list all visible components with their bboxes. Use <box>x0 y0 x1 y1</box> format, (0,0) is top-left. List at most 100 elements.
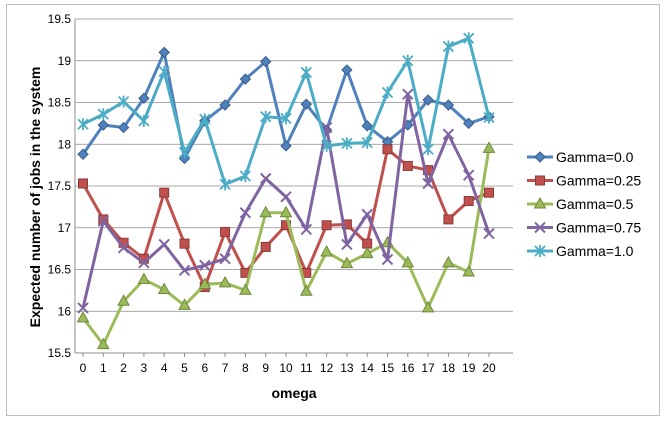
data-point <box>320 244 333 257</box>
data-point <box>341 64 353 76</box>
legend-item: Gamma=0.25 <box>527 173 641 189</box>
data-point <box>199 259 211 272</box>
data-point <box>138 257 150 269</box>
data-point <box>442 40 455 53</box>
data-point <box>259 205 273 218</box>
x-tick-label: 18 <box>442 361 456 375</box>
legend-item: Gamma=0.0 <box>527 149 634 165</box>
x-tick-label: 5 <box>181 361 188 375</box>
y-axis-label: Expected number of jobs in the system <box>27 67 43 328</box>
data-point <box>77 118 89 131</box>
data-point <box>421 300 435 313</box>
data-point <box>462 117 475 130</box>
data-point <box>401 255 415 268</box>
data-point <box>97 215 110 227</box>
legend-label: Gamma=0.75 <box>556 220 641 236</box>
x-tick-label: 20 <box>482 361 496 375</box>
data-point <box>361 208 373 221</box>
x-tick-label: 6 <box>201 361 208 375</box>
x-tick-label: 15 <box>381 361 395 375</box>
data-point <box>77 148 89 160</box>
data-point <box>117 95 130 108</box>
data-point <box>239 207 252 219</box>
legend-item: Gamma=0.75 <box>527 220 641 236</box>
x-tick-label: 4 <box>161 361 168 375</box>
data-point <box>280 191 292 203</box>
legend-swatch-marker <box>534 221 546 234</box>
series-3 <box>76 141 496 350</box>
data-point <box>300 66 312 79</box>
series-2 <box>78 144 494 293</box>
data-point <box>198 277 212 290</box>
data-point <box>219 99 231 111</box>
series-1 <box>77 46 495 165</box>
x-tick-label: 10 <box>279 361 293 375</box>
data-point <box>280 112 292 125</box>
data-point <box>402 160 413 171</box>
data-point <box>158 238 170 251</box>
x-axis-label: omega <box>271 385 316 401</box>
data-point <box>483 111 495 124</box>
data-point <box>239 169 252 182</box>
data-point <box>462 169 475 181</box>
y-tick-label: 17.5 <box>48 179 72 193</box>
data-point <box>179 238 190 249</box>
data-point <box>159 187 170 198</box>
data-point <box>442 255 455 268</box>
data-point <box>239 283 252 295</box>
data-point <box>178 264 191 277</box>
data-point <box>178 146 191 159</box>
series-5 <box>77 32 495 191</box>
data-point <box>219 252 231 265</box>
data-point <box>443 214 454 225</box>
y-tick-label: 18.5 <box>48 96 72 110</box>
data-point <box>96 337 110 350</box>
y-tick-label: 17 <box>58 221 72 235</box>
x-tick-label: 1 <box>100 361 107 375</box>
data-point <box>382 144 393 155</box>
x-tick-label: 11 <box>300 361 313 375</box>
data-point <box>260 110 272 123</box>
data-point <box>462 264 476 277</box>
data-point <box>138 114 150 127</box>
x-tick-label: 0 <box>80 361 87 375</box>
data-point <box>117 121 130 134</box>
data-point <box>381 86 394 99</box>
y-tick-label: 19 <box>58 54 72 68</box>
x-tick-label: 8 <box>242 361 249 375</box>
data-point <box>260 241 271 252</box>
plot-area <box>76 32 496 350</box>
data-point <box>422 177 434 190</box>
x-tick-label: 12 <box>320 361 334 375</box>
data-point <box>483 227 495 240</box>
data-point <box>321 220 332 231</box>
x-tick-label: 7 <box>222 361 229 375</box>
data-point <box>442 99 455 111</box>
series-line <box>82 36 491 186</box>
data-point <box>361 120 373 132</box>
x-tick-label: 3 <box>141 361 148 375</box>
legend-swatch-marker <box>534 245 546 257</box>
data-point <box>158 46 170 59</box>
data-point <box>341 238 353 251</box>
data-point <box>157 282 171 295</box>
data-point <box>219 178 231 191</box>
data-point <box>442 128 455 140</box>
legend: Gamma=0.0 Gamma=0.25 Gamma=0.5 Gamma=0.75 Ga… <box>527 149 641 259</box>
data-point <box>97 108 109 121</box>
y-tick-label: 16.5 <box>48 263 72 277</box>
data-point <box>218 275 232 288</box>
x-tick-label: 14 <box>361 361 375 375</box>
legend-label: Gamma=0.5 <box>556 196 634 212</box>
data-point <box>381 253 394 266</box>
data-point <box>484 187 494 198</box>
y-tick-label: 19.5 <box>48 12 72 26</box>
data-point <box>259 55 272 68</box>
data-point <box>299 284 313 296</box>
data-point <box>280 140 292 152</box>
data-point <box>422 94 434 106</box>
y-tick-label: 16 <box>58 304 72 318</box>
y-tick-label: 15.5 <box>48 346 72 360</box>
